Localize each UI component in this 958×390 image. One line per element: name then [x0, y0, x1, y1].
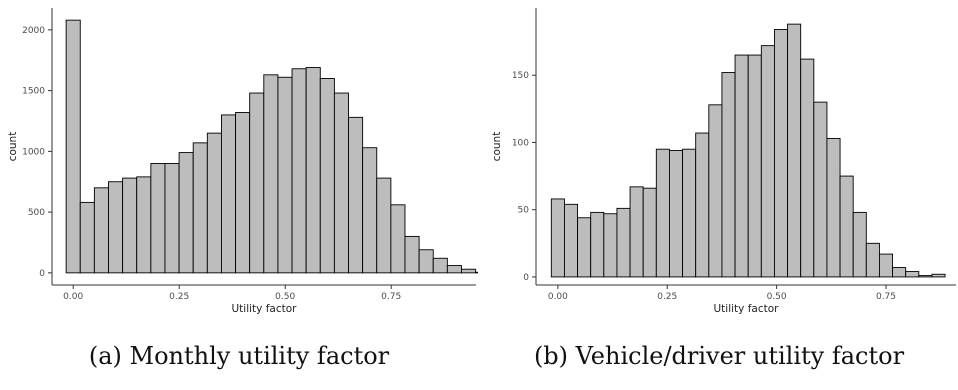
histogram-bar [695, 132, 710, 278]
histogram-bar [220, 114, 237, 274]
histogram-bar [263, 74, 279, 274]
y-tick-label: 1500 [22, 87, 45, 97]
histogram-bar [348, 116, 364, 274]
histogram-bar [136, 176, 152, 274]
y-tick-label: 100 [512, 138, 529, 148]
histogram-bar [616, 207, 631, 278]
histogram-bar [563, 203, 579, 278]
y-tick-label: 0 [39, 269, 45, 279]
histogram-bar [787, 23, 802, 278]
caption-vehicle-driver: (b) Vehicle/driver utility factor [533, 342, 905, 370]
x-axis-title: Utility factor [714, 303, 780, 315]
histogram-bar [192, 142, 208, 274]
histogram-bar [577, 217, 592, 278]
histogram-bar [475, 271, 491, 274]
histogram-bar [362, 147, 378, 274]
y-tick-label: 50 [518, 206, 530, 216]
histogram-bar [550, 198, 565, 278]
histogram-bar [773, 29, 789, 278]
histogram-bar [404, 235, 420, 274]
histogram-bar [235, 112, 251, 274]
y-tick-label: 2000 [22, 26, 45, 36]
chart-panel-monthly: 0 500 1000 1500 2000 0.00 0.25 0.50 0.75 Utility … [0, 0, 491, 325]
histogram-bar [800, 58, 815, 278]
histogram-bar [747, 54, 762, 278]
x-tick-label: 0.75 [876, 292, 896, 302]
histogram-bar [629, 186, 644, 278]
histogram-bar [892, 267, 907, 278]
histogram-bar [390, 204, 406, 274]
x-axis-title: Utility factor [232, 303, 298, 315]
histogram-bar [333, 92, 349, 274]
histogram-bar [206, 132, 222, 274]
histogram-bar [65, 19, 81, 274]
x-tick-label: 0.75 [381, 292, 401, 302]
histogram-bar [682, 148, 697, 278]
histogram-bar [108, 181, 124, 274]
x-tick-label: 0.50 [767, 292, 787, 302]
y-axis-title: count [7, 132, 19, 162]
histogram-bar [878, 253, 894, 278]
histogram-vehicle-driver-utility-factor: 0 50 100 150 0.00 0.25 0.50 0.75 Utility factor c… [491, 8, 956, 315]
y-tick-label: 150 [512, 71, 529, 81]
x-tick-label: 0.00 [548, 292, 568, 302]
histogram-bar [721, 72, 736, 278]
y-tick-label: 1000 [22, 147, 45, 157]
histogram-bar [249, 92, 265, 274]
x-tick-label: 0.50 [275, 292, 295, 302]
histogram-bar [839, 175, 854, 278]
histogram-bar [432, 257, 448, 274]
histogram-bar [865, 242, 880, 278]
histogram-bar [319, 78, 335, 274]
histogram-bar [461, 268, 477, 274]
histogram-bar [446, 265, 462, 274]
histogram-bar [79, 201, 95, 274]
histogram-bar [305, 67, 321, 274]
histogram-bar [590, 211, 605, 278]
histogram-monthly-utility-factor: 0 500 1000 1500 2000 0.00 0.25 0.50 0.75 Utility … [7, 8, 491, 315]
histogram-bar [852, 211, 867, 278]
histogram-bar [760, 45, 775, 278]
y-tick-label: 0 [523, 273, 529, 283]
histogram-bar [277, 76, 293, 274]
histogram-bar [291, 68, 307, 274]
caption-monthly: (a) Monthly utility factor [88, 342, 390, 370]
histogram-bar [931, 273, 946, 278]
histogram-bar [905, 271, 920, 278]
histogram-bar [122, 177, 138, 274]
chart-panel-vehicle-driver: 0 50 100 150 0.00 0.25 0.50 0.75 Utility factor c… [480, 0, 958, 325]
histogram-bar [376, 177, 392, 274]
histogram-bar [150, 163, 166, 274]
y-axis-title: count [491, 132, 503, 162]
x-tick-label: 0.25 [169, 292, 189, 302]
histogram-bar [668, 150, 684, 278]
histogram-bar [708, 104, 723, 278]
histogram-bar [655, 148, 670, 278]
x-tick-label: 0.25 [657, 292, 677, 302]
y-tick-label: 500 [28, 208, 45, 218]
histogram-bar [826, 137, 841, 278]
histogram-bar [93, 187, 109, 274]
histogram-bar [642, 187, 657, 278]
x-tick-label: 0.00 [63, 292, 83, 302]
histogram-bar [918, 275, 933, 278]
histogram-bar [178, 152, 194, 274]
histogram-bar [418, 249, 434, 274]
histogram-bar [734, 54, 749, 278]
histogram-bar [813, 101, 828, 278]
histogram-bar [164, 163, 180, 274]
histogram-bar [603, 213, 618, 278]
